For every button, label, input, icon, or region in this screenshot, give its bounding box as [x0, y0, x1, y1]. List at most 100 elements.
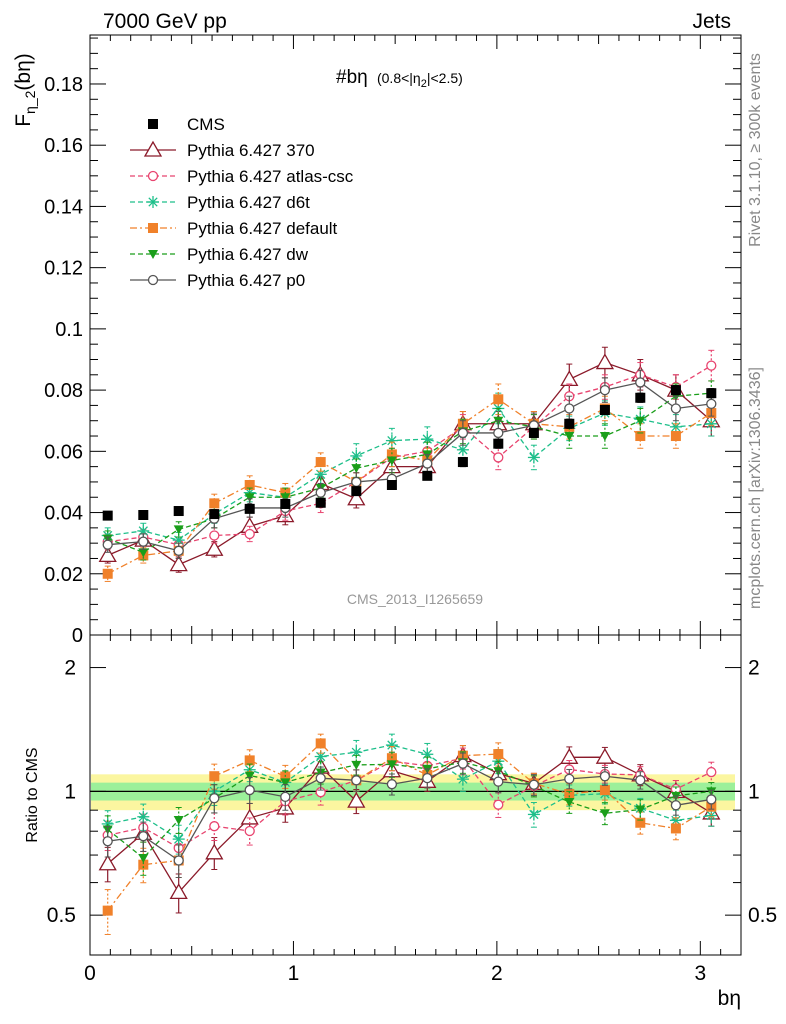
legend-entry: Pythia 6.427 default: [130, 219, 338, 238]
data-point-stroke: [316, 751, 326, 762]
data-point: [315, 457, 326, 468]
data-point: [564, 788, 575, 799]
data-point: [209, 509, 220, 520]
y-main-tick-label: 0.16: [44, 135, 83, 157]
y-ratio-tick-label-right: 0.5: [748, 904, 777, 927]
data-point: [244, 503, 255, 514]
data-point: [244, 825, 255, 837]
legend-label: CMS: [187, 115, 225, 134]
data-point: [169, 555, 188, 572]
data-point: [173, 506, 184, 517]
data-point: [280, 498, 291, 509]
data-point: [635, 817, 646, 828]
data-point: [173, 855, 184, 866]
series-pythia-6-427-370-ratio: [98, 745, 721, 914]
data-point: [385, 434, 398, 447]
data-point: [705, 417, 718, 430]
y-axis-main-label: Fη_2(bη): [12, 53, 38, 127]
data-point: [527, 808, 540, 821]
y-main-tick-label: 0: [72, 625, 83, 647]
data-point: [386, 456, 397, 466]
data-point: [244, 755, 255, 766]
data-point: [599, 809, 610, 819]
series-line: [107, 365, 712, 546]
series-pythia-6-427-dw-ratio: [102, 751, 717, 876]
y-main-tick-label: 0.12: [44, 258, 83, 280]
data-point: [493, 749, 504, 760]
y-main-tick-label: 0.04: [44, 503, 83, 525]
data-point: [173, 525, 184, 535]
legend-marker: [143, 140, 163, 157]
ratio-series-group: [98, 733, 721, 935]
legend-entry: CMS: [148, 115, 225, 134]
data-point: [385, 739, 398, 752]
data-point: [205, 843, 224, 860]
legend-label: Pythia 6.427 dw: [187, 245, 309, 264]
data-point: [102, 905, 113, 916]
data-point: [560, 370, 579, 387]
data-point: [599, 405, 610, 415]
data-point: [172, 833, 185, 846]
data-point: [635, 416, 646, 426]
legend-label: Pythia 6.427 atlas-csc: [187, 167, 354, 186]
data-point: [244, 784, 255, 796]
y-ratio-tick-label-right: 1: [748, 780, 760, 803]
data-point: [670, 403, 682, 414]
y-ratio-tick-label-right: 2: [748, 657, 760, 680]
data-point-stroke: [138, 812, 148, 822]
data-point: [599, 384, 611, 396]
legend-marker: [147, 196, 159, 208]
x-tick-label: 1: [288, 962, 300, 985]
data-point: [635, 775, 646, 786]
series-pythia-6-427-atlas-csc-main: [102, 349, 717, 553]
data-point: [457, 758, 469, 769]
data-point: [244, 528, 255, 540]
data-point: [209, 498, 220, 509]
x-tick-label: 2: [491, 962, 503, 985]
data-point: [564, 418, 575, 429]
data-point: [102, 836, 113, 847]
data-point: [635, 392, 646, 403]
data-point: [102, 510, 113, 521]
mcplots-label: mcplots.cern.ch [arXiv:1306.3436]: [747, 367, 764, 609]
data-point: [98, 854, 117, 871]
legend-label: Pythia 6.427 370: [187, 141, 315, 160]
data-point: [706, 794, 717, 805]
data-point: [351, 464, 362, 474]
data-point: [635, 377, 646, 388]
data-point: [706, 360, 717, 371]
series-pythia-6-427-default-main: [102, 383, 717, 582]
data-point: [386, 779, 398, 790]
data-point: [493, 799, 504, 810]
legend-label: Pythia 6.427 default: [187, 219, 338, 238]
data-point: [422, 470, 433, 481]
y-ratio-tick-label: 1: [64, 780, 76, 803]
data-point-stroke: [458, 774, 468, 784]
series-line: [107, 407, 712, 541]
data-point: [315, 773, 326, 784]
data-point: [102, 539, 113, 550]
data-point: [209, 821, 220, 832]
series-pythia-6-427-p0-main: [102, 369, 717, 559]
data-point: [244, 771, 255, 781]
data-point: [102, 568, 113, 579]
data-point: [386, 760, 397, 770]
data-point: [138, 859, 149, 870]
rivet-version-label: Rivet 3.1.10, ≥ 300k events: [747, 53, 764, 247]
data-point-stroke: [458, 445, 468, 455]
data-point: [670, 823, 681, 834]
data-point: [351, 775, 362, 786]
data-point: [528, 779, 540, 790]
data-point: [564, 403, 575, 414]
data-point: [457, 457, 468, 468]
data-point: [137, 810, 150, 823]
data-point: [670, 385, 681, 396]
data-point-stroke: [387, 435, 397, 446]
data-point: [527, 451, 540, 464]
data-point: [173, 545, 184, 556]
data-point: [386, 449, 397, 460]
data-point: [315, 738, 326, 749]
y-main-tick-label: 0.06: [44, 441, 83, 463]
series-line: [107, 761, 712, 859]
